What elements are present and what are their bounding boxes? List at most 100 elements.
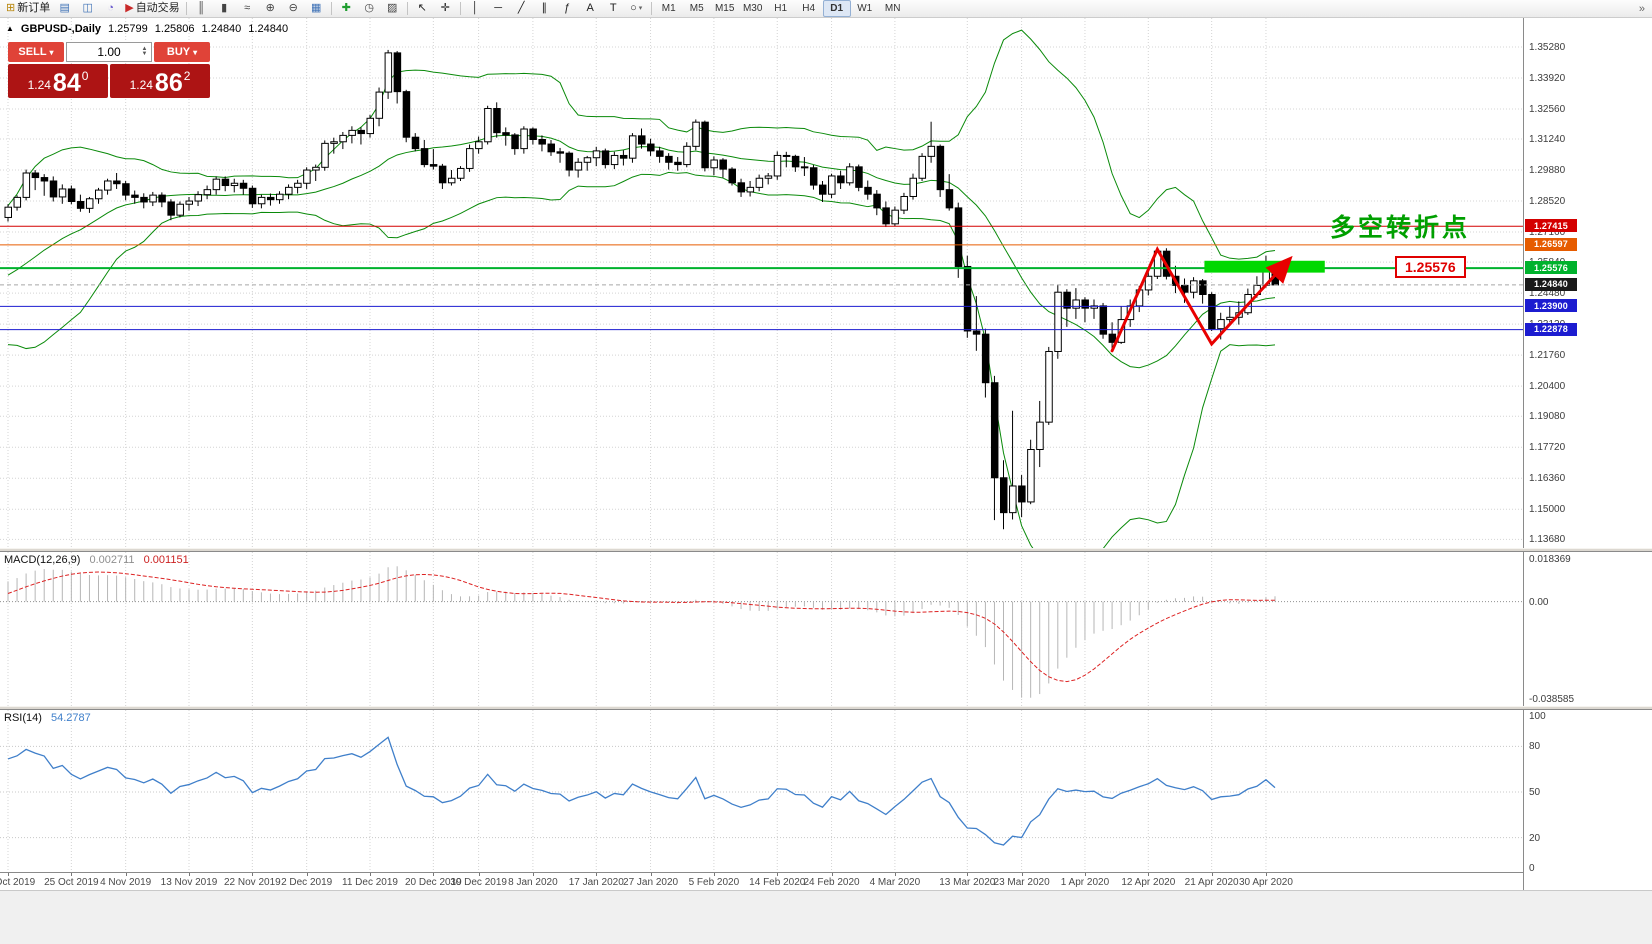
autotrade-button[interactable]: ▶ 自动交易 — [122, 0, 182, 18]
volume-input[interactable] — [67, 44, 151, 60]
vertical-line-icon: │ — [471, 2, 479, 14]
pane-splitter-rsi[interactable] — [0, 706, 1652, 710]
macd-indicator-pane[interactable] — [0, 552, 1523, 706]
buy-price-sup: 2 — [183, 69, 191, 83]
macd-axis-top: 0.018369 — [1529, 554, 1571, 565]
text-button[interactable]: A — [579, 0, 602, 18]
timeframe-w1-button[interactable]: W1 — [857, 3, 873, 14]
timeframe-d1-button[interactable]: D1 — [822, 0, 851, 17]
price-label: 1.13680 — [1529, 534, 1566, 546]
date-label: 30 Apr 2020 — [1238, 877, 1293, 888]
date-label: 25 Oct 2019 — [44, 877, 99, 888]
price-tag-1.23900[interactable]: 1.23900 — [1525, 299, 1577, 313]
timeframe-h1-button[interactable]: H1 — [774, 3, 788, 14]
time-tick — [1148, 873, 1150, 876]
date-label: 4 Nov 2019 — [100, 877, 152, 888]
zoom-in-icon: ⊕ — [265, 2, 275, 14]
main-toolbar: ⊞ 新订单 ▤ ◫ ◔ ▶ 自动交易 ║ ▮ ≈ ⊕ ⊖ ▦ ✚ ◷ ▨ ↖ ✛ │ ─ ╱ ∥ ƒ A T ○ ▾ M1 M5 M15 M… — [0, 0, 1652, 18]
price-label: 1.19080 — [1529, 411, 1566, 423]
time-tick — [1084, 873, 1086, 876]
fibonacci-button[interactable]: ƒ — [556, 0, 579, 18]
timeframe-mn-button[interactable]: MN — [884, 3, 901, 14]
shapes-icon: ○ — [630, 2, 637, 14]
label-button[interactable]: T — [602, 0, 625, 18]
timeframe-m15-button[interactable]: M15 — [714, 3, 735, 14]
date-label: 13 Nov 2019 — [160, 877, 218, 888]
strategy-tester-icon: ◔ — [107, 2, 115, 14]
zigzag-trend-arrows[interactable] — [1110, 246, 1293, 353]
crosshair-button[interactable]: ✛ — [434, 0, 457, 18]
price-tag-1.24840[interactable]: 1.24840 — [1525, 277, 1577, 291]
sell-price-button[interactable]: 1.24 84 0 — [8, 64, 108, 98]
price-tag-1.25576[interactable]: 1.25576 — [1525, 261, 1577, 275]
highlight-zone-box[interactable] — [1204, 260, 1325, 273]
zoom-in-button[interactable]: ⊕ — [259, 0, 282, 18]
main-price-chart[interactable] — [0, 18, 1523, 548]
price-scale[interactable]: 1.35280 1.33920 1.32560 1.31240 1.29880 1.285… — [1523, 18, 1652, 890]
periods-button[interactable]: ◷ — [358, 0, 381, 18]
time-tick — [8, 873, 9, 876]
spin-up-icon[interactable]: ▲ — [141, 46, 148, 52]
price-label: 1.15000 — [1529, 504, 1566, 516]
cursor-button[interactable]: ↖ — [411, 0, 434, 18]
price-tag-1.26597[interactable]: 1.26597 — [1525, 237, 1577, 251]
sell-button[interactable]: SELL ▾ — [8, 42, 64, 62]
price-callout-label[interactable]: 1.25576 — [1395, 256, 1466, 278]
time-tick — [71, 873, 73, 876]
market-watch-button[interactable]: ▤ — [53, 0, 76, 18]
timeframe-m30-button[interactable]: M30 — [742, 3, 763, 14]
date-label: 2 Dec 2019 — [281, 877, 333, 888]
autotrade-label: 自动交易 — [135, 2, 180, 14]
channel-button[interactable]: ∥ — [533, 0, 556, 18]
grid-vertical — [7, 552, 1267, 706]
tile-windows-button[interactable]: ▦ — [305, 0, 328, 18]
date-label: 4 Mar 2020 — [869, 877, 921, 888]
volume-stepper[interactable]: ▲ ▼ — [139, 43, 150, 61]
timeframe-h4-button[interactable]: H4 — [802, 3, 816, 14]
grid-vertical — [7, 710, 1267, 872]
strategy-tester-button[interactable]: ◔ — [99, 0, 122, 18]
turning-point-annotation[interactable]: 多空转折点 — [1330, 214, 1471, 242]
price-label: 1.20400 — [1529, 381, 1566, 393]
chart-candles-button[interactable]: ▮ — [213, 0, 236, 18]
time-tick — [777, 873, 779, 876]
sell-price-sup: 0 — [81, 69, 89, 83]
rsi-axis-50: 50 — [1529, 787, 1541, 798]
horizontal-line-button[interactable]: ─ — [487, 0, 510, 18]
buy-button[interactable]: BUY ▾ — [154, 42, 210, 62]
spin-down-icon[interactable]: ▼ — [141, 51, 148, 57]
chart-line-button[interactable]: ≈ — [236, 0, 259, 18]
tile-windows-icon: ▦ — [310, 2, 322, 14]
templates-button[interactable]: ▨ — [381, 0, 404, 18]
trendline-button[interactable]: ╱ — [510, 0, 533, 18]
price-label: 1.24480 — [1529, 288, 1566, 300]
rsi-indicator-pane[interactable] — [0, 710, 1523, 872]
price-tag-1.22878[interactable]: 1.22878 — [1525, 322, 1577, 336]
shapes-button[interactable]: ○ ▾ — [625, 0, 648, 18]
new-order-button[interactable]: ⊞ 新订单 — [3, 0, 53, 18]
rsi-line — [7, 736, 1276, 846]
grid-horizontal — [0, 46, 1523, 540]
timeframe-m5-button[interactable]: M5 — [689, 3, 704, 14]
chevron-down-icon: ▾ — [193, 47, 198, 57]
chart-bars-button[interactable]: ║ — [190, 0, 213, 18]
buy-price-button[interactable]: 1.24 86 2 — [110, 64, 210, 98]
indicators-button[interactable]: ✚ — [335, 0, 358, 18]
zoom-out-icon: ⊖ — [288, 2, 298, 14]
toolbar-overflow-button[interactable]: » — [1638, 2, 1645, 15]
cursor-icon: ↖ — [417, 2, 427, 14]
vertical-line-button[interactable]: │ — [464, 0, 487, 18]
fibonacci-icon: ƒ — [564, 2, 571, 14]
data-window-button[interactable]: ◫ — [76, 0, 99, 18]
buy-price-big: 86 — [154, 69, 183, 98]
one-click-collapse-icon[interactable]: ▲ — [6, 24, 14, 33]
timeframe-m1-button[interactable]: M1 — [661, 3, 676, 14]
date-label: 27 Jan 2020 — [623, 877, 679, 888]
crosshair-icon: ✛ — [440, 2, 450, 14]
macd-axis-zero: 0.00 — [1529, 596, 1549, 608]
date-label: 11 Dec 2019 — [342, 877, 398, 888]
pane-splitter-macd[interactable] — [0, 548, 1652, 552]
price-tag-1.27415[interactable]: 1.27415 — [1525, 219, 1577, 233]
zoom-out-button[interactable]: ⊖ — [282, 0, 305, 18]
